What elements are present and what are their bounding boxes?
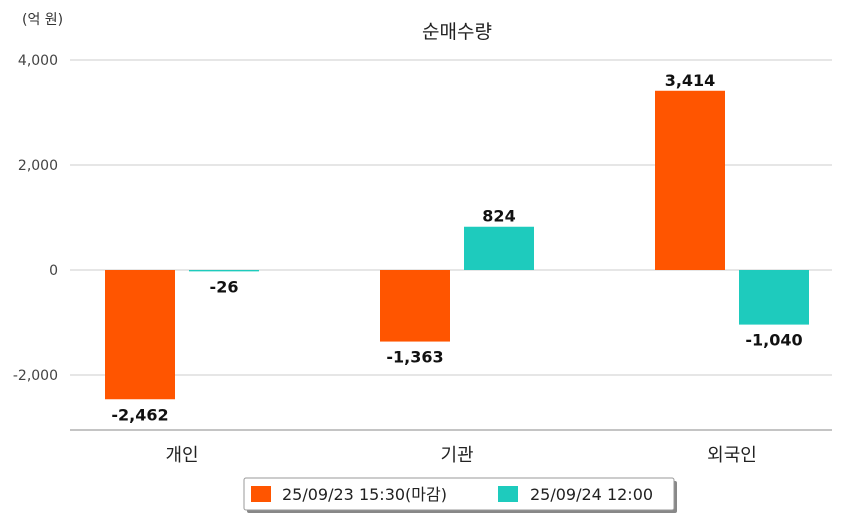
x-axis-ticks: 개인 기관 외국인 bbox=[165, 445, 756, 466]
y-tick-label: 4,000 bbox=[18, 53, 58, 69]
bar bbox=[105, 270, 175, 400]
data-label: 3,414 bbox=[665, 71, 716, 90]
legend-label-series-2: 25/09/24 12:00 bbox=[530, 485, 653, 504]
data-label: 824 bbox=[482, 207, 515, 226]
data-label: -26 bbox=[210, 277, 239, 296]
legend-box bbox=[243, 477, 675, 511]
bar bbox=[380, 270, 450, 342]
y-tick-label: 2,000 bbox=[18, 158, 58, 174]
x-tick-label: 외국인 bbox=[707, 445, 757, 466]
bar bbox=[655, 90, 725, 270]
unit-label: (억 원) bbox=[22, 12, 63, 28]
legend: 25/09/23 15:30(마감) 25/09/24 12:00 bbox=[243, 477, 677, 513]
bars bbox=[105, 90, 809, 400]
legend-label-series-1: 25/09/23 15:30(마감) bbox=[282, 485, 447, 504]
bar bbox=[464, 226, 534, 270]
x-tick-label: 기관 bbox=[440, 445, 473, 466]
data-labels: -2,462 -26 -1,363 824 3,414 -1,040 bbox=[111, 71, 802, 424]
data-label: -1,040 bbox=[745, 331, 802, 350]
legend-swatch-series-2 bbox=[498, 486, 518, 502]
y-tick-label: -2,000 bbox=[13, 368, 58, 384]
chart-title: 순매수량 bbox=[422, 21, 492, 43]
data-label: -1,363 bbox=[386, 348, 443, 367]
bar bbox=[189, 270, 259, 272]
bar bbox=[739, 270, 809, 325]
y-axis-ticks: 4,000 2,000 0 -2,000 bbox=[13, 53, 58, 384]
data-label: -2,462 bbox=[111, 405, 168, 424]
x-tick-label: 개인 bbox=[165, 445, 198, 466]
y-tick-label: 0 bbox=[49, 263, 58, 279]
legend-swatch-series-1 bbox=[251, 486, 271, 502]
